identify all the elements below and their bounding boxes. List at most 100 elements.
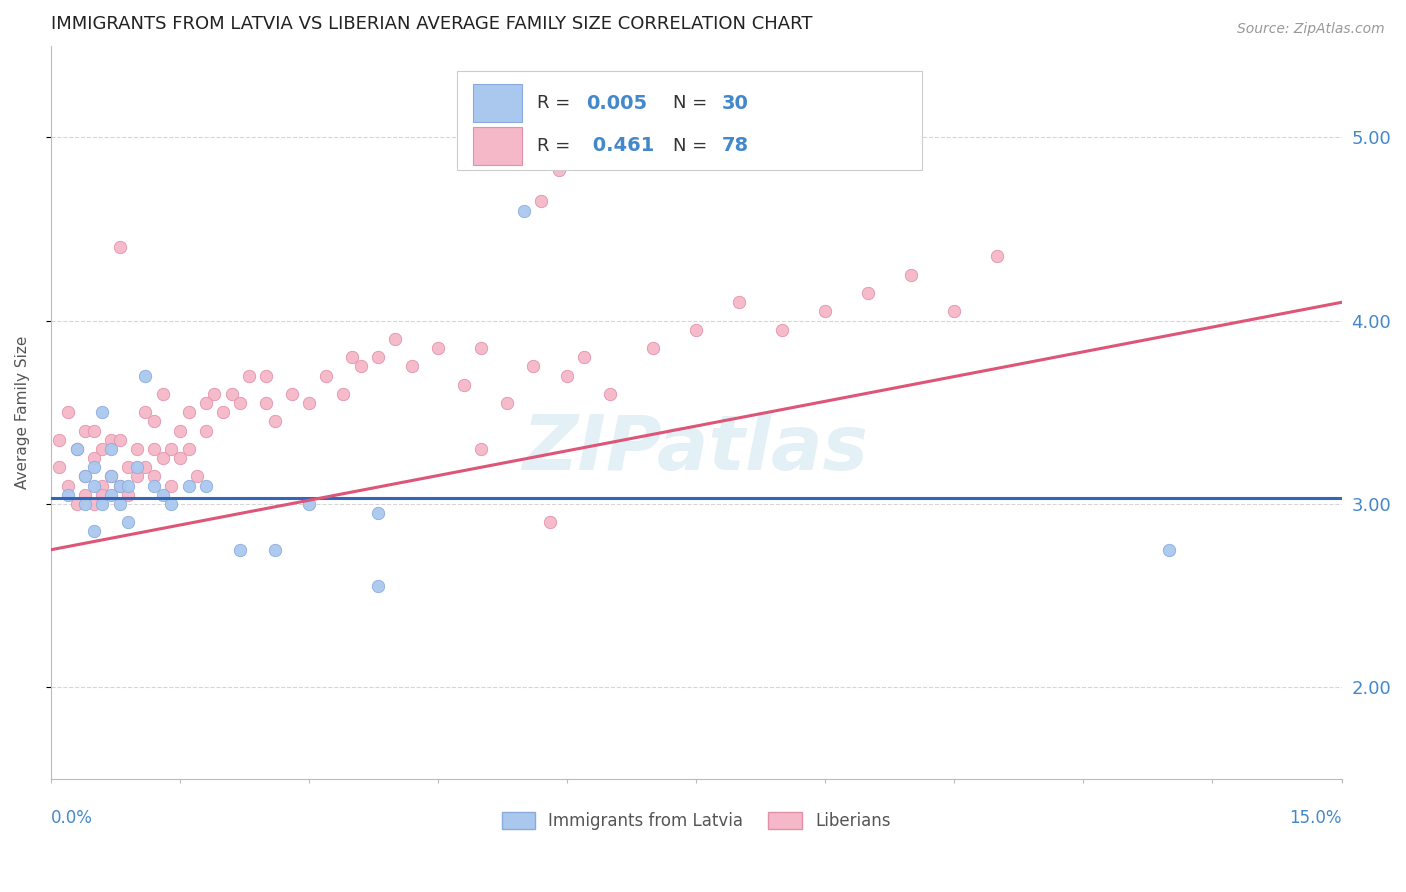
Point: [202, 387, 225, 401]
Legend: Immigrants from Latvia, Liberians: Immigrants from Latvia, Liberians: [495, 805, 897, 837]
Point: [117, 478, 139, 492]
Point: [56, 488, 79, 502]
Point: [66, 442, 89, 456]
Point: [100, 442, 122, 456]
Point: [108, 240, 131, 254]
Point: [555, 368, 578, 383]
Point: [194, 424, 217, 438]
Point: [48, 460, 70, 475]
Text: N =: N =: [673, 136, 713, 154]
Point: [238, 368, 260, 383]
Point: [75, 469, 97, 483]
Point: [643, 341, 665, 355]
Point: [108, 433, 131, 447]
Point: [152, 451, 174, 466]
Point: [367, 351, 389, 365]
Point: [160, 478, 183, 492]
Point: [728, 295, 751, 310]
Point: [152, 488, 174, 502]
Point: [160, 442, 183, 456]
Point: [83, 424, 105, 438]
Point: [152, 387, 174, 401]
Point: [117, 516, 139, 530]
Point: [108, 478, 131, 492]
Point: [340, 351, 363, 365]
Point: [75, 488, 97, 502]
Point: [263, 414, 285, 428]
Point: [522, 359, 544, 374]
Text: ZIPatlas: ZIPatlas: [523, 412, 869, 486]
Point: [91, 497, 114, 511]
Text: 0.005: 0.005: [586, 94, 648, 112]
Point: [169, 451, 191, 466]
Point: [134, 368, 156, 383]
Point: [943, 304, 966, 318]
Point: [91, 442, 114, 456]
Point: [453, 377, 475, 392]
Point: [83, 478, 105, 492]
Point: [134, 405, 156, 419]
Point: [134, 460, 156, 475]
Point: [177, 478, 200, 492]
FancyBboxPatch shape: [472, 84, 522, 122]
Point: [858, 286, 880, 301]
Point: [75, 424, 97, 438]
Point: [298, 497, 321, 511]
Point: [100, 433, 122, 447]
Point: [349, 359, 371, 374]
Point: [83, 497, 105, 511]
Y-axis label: Average Family Size: Average Family Size: [15, 335, 30, 489]
Point: [814, 304, 837, 318]
Point: [83, 524, 105, 539]
Point: [169, 424, 191, 438]
Point: [263, 542, 285, 557]
Point: [770, 323, 793, 337]
Text: N =: N =: [673, 94, 713, 112]
Point: [229, 396, 252, 410]
Point: [143, 442, 166, 456]
Point: [986, 250, 1008, 264]
Point: [194, 396, 217, 410]
Point: [496, 396, 519, 410]
Point: [298, 396, 321, 410]
Point: [254, 396, 277, 410]
Point: [66, 442, 89, 456]
Text: 78: 78: [723, 136, 749, 155]
Point: [574, 351, 596, 365]
Point: [212, 405, 235, 419]
Text: R =: R =: [537, 94, 576, 112]
Point: [427, 341, 450, 355]
Point: [1159, 542, 1181, 557]
Point: [470, 341, 492, 355]
Point: [117, 460, 139, 475]
Point: [83, 460, 105, 475]
Point: [108, 478, 131, 492]
Text: 0.0%: 0.0%: [51, 809, 93, 828]
Point: [108, 497, 131, 511]
Point: [125, 442, 148, 456]
Text: 0.461: 0.461: [586, 136, 655, 155]
Point: [315, 368, 337, 383]
Text: R =: R =: [537, 136, 576, 154]
Point: [48, 433, 70, 447]
Point: [117, 488, 139, 502]
Point: [538, 516, 561, 530]
Point: [91, 478, 114, 492]
Point: [685, 323, 707, 337]
Point: [530, 194, 553, 209]
Point: [125, 469, 148, 483]
Point: [384, 332, 406, 346]
Point: [186, 469, 208, 483]
Point: [177, 405, 200, 419]
Point: [367, 579, 389, 593]
Text: 15.0%: 15.0%: [1289, 809, 1341, 828]
Point: [221, 387, 243, 401]
Point: [401, 359, 423, 374]
Point: [100, 488, 122, 502]
Point: [229, 542, 252, 557]
Point: [91, 405, 114, 419]
Point: [900, 268, 922, 282]
Point: [91, 488, 114, 502]
FancyBboxPatch shape: [457, 71, 922, 170]
Point: [332, 387, 354, 401]
